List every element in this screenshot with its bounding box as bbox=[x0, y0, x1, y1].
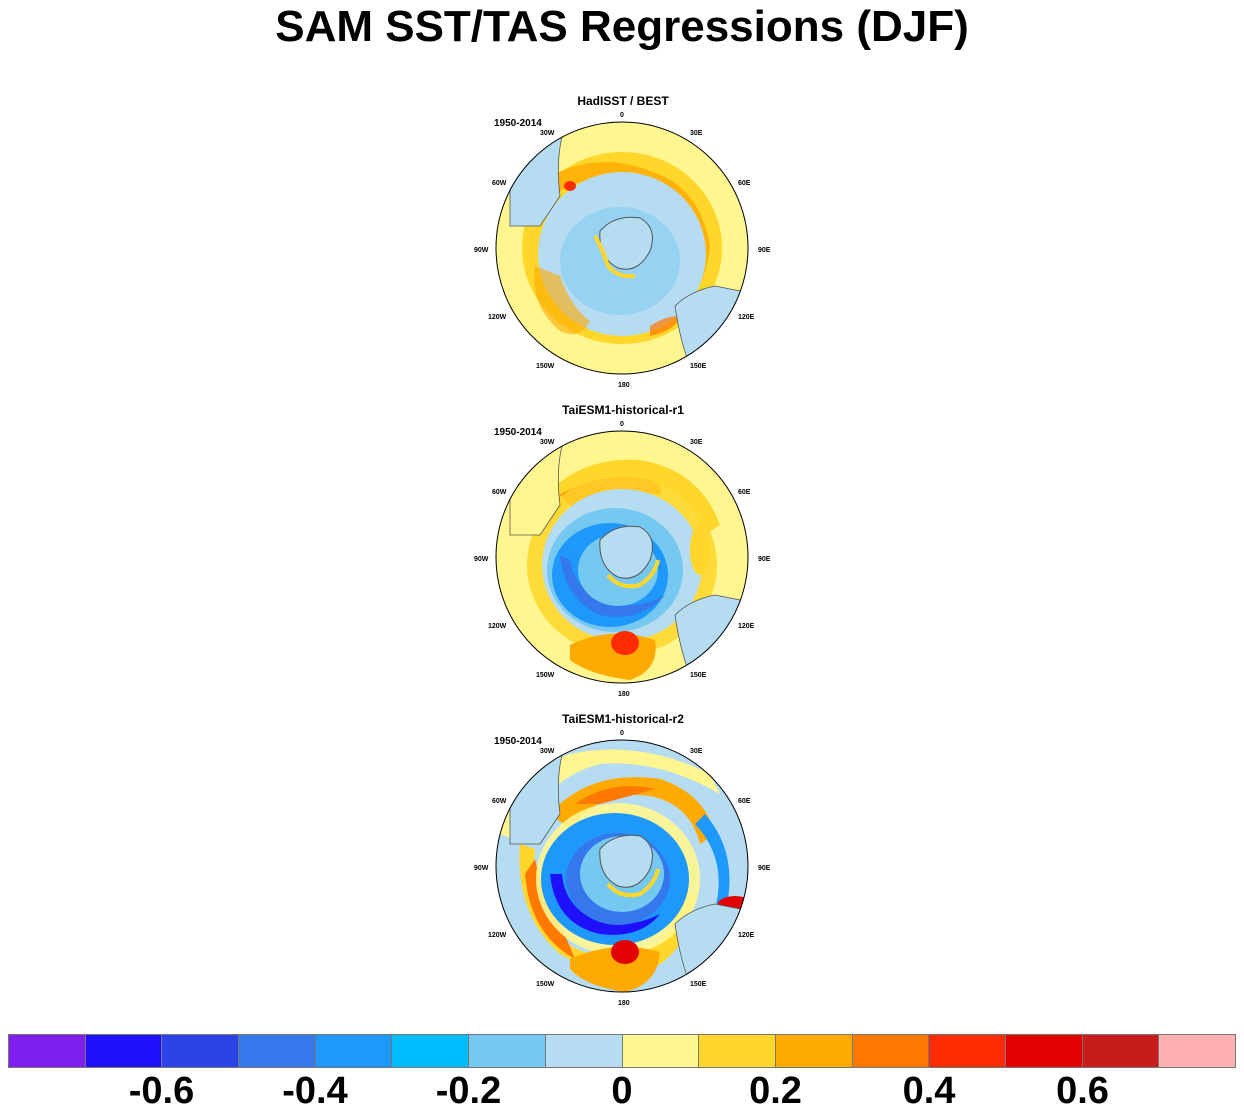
polar-map bbox=[495, 430, 749, 684]
lon-label-90e: 90E bbox=[758, 865, 771, 872]
colorbar-swatch bbox=[851, 1034, 930, 1068]
lon-label-30w: 30W bbox=[540, 748, 555, 755]
lon-label-150w: 150W bbox=[536, 363, 555, 370]
lon-label-60w: 60W bbox=[492, 798, 507, 805]
lon-label-90w: 90W bbox=[474, 865, 489, 872]
lon-label-30e: 30E bbox=[690, 439, 703, 446]
lon-label-150e: 150E bbox=[690, 672, 707, 679]
colorbar-swatch bbox=[84, 1034, 163, 1068]
colorbar-tick-label: -0.4 bbox=[282, 1070, 348, 1112]
colorbar-tick-label: 0 bbox=[611, 1070, 633, 1112]
colorbar-tick-label: -0.2 bbox=[435, 1070, 502, 1112]
lon-label-150w: 150W bbox=[536, 672, 555, 679]
map-panel-taiesm1-r1: TaiESM1-historical-r1 1950-2014 0 30E 60… bbox=[470, 403, 776, 703]
colorbar-swatch bbox=[468, 1034, 546, 1068]
lon-label-120e: 120E bbox=[738, 932, 755, 939]
lon-label-30e: 30E bbox=[690, 748, 703, 755]
lon-label-30w: 30W bbox=[540, 130, 555, 137]
colorbar-tick-label: 0.2 bbox=[749, 1070, 802, 1112]
colorbar-swatch bbox=[774, 1034, 853, 1068]
lon-label-0: 0 bbox=[620, 730, 624, 737]
lon-label-120w: 120W bbox=[488, 623, 507, 630]
panel-period: 1950-2014 bbox=[494, 427, 542, 438]
colorbar-swatch bbox=[161, 1034, 240, 1068]
panel-period: 1950-2014 bbox=[494, 736, 542, 747]
lon-label-90w: 90W bbox=[474, 247, 489, 254]
lon-label-150e: 150E bbox=[690, 363, 707, 370]
polar-map bbox=[495, 121, 749, 375]
map-panel-hadisst: HadISST / BEST 1950-2014 0 30E 60E 90E 1… bbox=[470, 94, 776, 394]
lon-label-0: 0 bbox=[620, 421, 624, 428]
panel-period: 1950-2014 bbox=[494, 118, 542, 129]
polar-map bbox=[495, 739, 749, 993]
lon-label-60e: 60E bbox=[738, 180, 751, 187]
lon-label-30e: 30E bbox=[690, 130, 703, 137]
lon-label-60w: 60W bbox=[492, 180, 507, 187]
colorbar-swatch bbox=[1158, 1034, 1236, 1068]
figure-title: SAM SST/TAS Regressions (DJF) bbox=[275, 2, 969, 51]
lon-label-60e: 60E bbox=[738, 798, 751, 805]
colorbar-swatch bbox=[238, 1034, 316, 1068]
lon-label-120e: 120E bbox=[738, 623, 755, 630]
lon-label-60e: 60E bbox=[738, 489, 751, 496]
colorbar-swatch bbox=[1081, 1034, 1160, 1068]
lon-label-90e: 90E bbox=[758, 247, 771, 254]
lon-label-0: 0 bbox=[620, 112, 624, 119]
panel-title: TaiESM1-historical-r1 bbox=[562, 403, 684, 417]
colorbar-tick-label: 0.6 bbox=[1056, 1070, 1109, 1112]
colorbar-swatch bbox=[1004, 1034, 1083, 1068]
lon-label-60w: 60W bbox=[492, 489, 507, 496]
lon-label-90w: 90W bbox=[474, 556, 489, 563]
colorbar bbox=[8, 1034, 1236, 1068]
lon-label-120e: 120E bbox=[738, 314, 755, 321]
map-panel-taiesm1-r2: TaiESM1-historical-r2 1950-2014 bbox=[470, 712, 776, 1012]
colorbar-swatch bbox=[8, 1034, 86, 1068]
colorbar-tick-label: -0.6 bbox=[128, 1070, 195, 1112]
lon-label-90e: 90E bbox=[758, 556, 771, 563]
colorbar-swatch bbox=[391, 1034, 470, 1068]
panel-title: HadISST / BEST bbox=[577, 94, 669, 108]
lon-label-120w: 120W bbox=[488, 932, 507, 939]
lon-label-180: 180 bbox=[618, 1000, 630, 1007]
lon-label-150e: 150E bbox=[690, 981, 707, 988]
colorbar-swatch bbox=[621, 1034, 700, 1068]
lon-label-120w: 120W bbox=[488, 314, 507, 321]
colorbar-swatch bbox=[314, 1034, 393, 1068]
lon-label-30w: 30W bbox=[540, 439, 555, 446]
panel-title: TaiESM1-historical-r2 bbox=[562, 712, 684, 726]
colorbar-swatch bbox=[698, 1034, 776, 1068]
colorbar-swatch bbox=[928, 1034, 1006, 1068]
colorbar-swatch bbox=[544, 1034, 623, 1068]
colorbar-tick-label: 0.4 bbox=[902, 1070, 956, 1112]
lon-label-180: 180 bbox=[618, 691, 630, 698]
lon-label-180: 180 bbox=[618, 382, 630, 389]
lon-label-150w: 150W bbox=[536, 981, 555, 988]
